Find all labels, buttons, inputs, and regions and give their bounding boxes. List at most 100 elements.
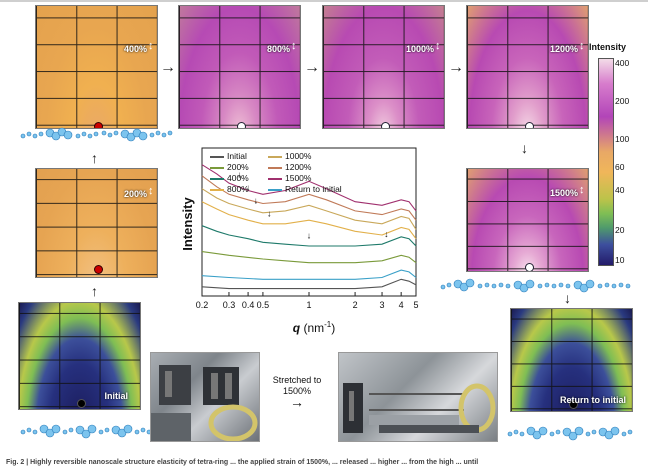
colorbar-tick: 10 xyxy=(615,255,625,265)
plot-frame xyxy=(201,147,417,297)
arrow-down-icon: ↓ xyxy=(564,290,571,306)
colorbar-tick: 20 xyxy=(615,225,625,235)
photo-initial-rig xyxy=(150,352,260,442)
rig-illustration xyxy=(343,383,496,433)
saxs-profile-chart: ↓↓↓↓↓ ↓ 0.2 0.3 0.4 0.5 1 2 3 4 5 Intensity q (nm… xyxy=(180,147,419,335)
figure-caption: Fig. 2 | Highly reversible nanoscale str… xyxy=(6,459,479,466)
polymer-chain-icon xyxy=(507,426,633,441)
saxs-panel-1500: 1500% ↕ xyxy=(466,168,589,272)
y-axis-label: Intensity xyxy=(180,197,195,251)
stretch-label-line2: 1500% xyxy=(282,386,312,396)
legend-item: 1200% xyxy=(268,162,311,172)
arrow-up-icon: ↑ xyxy=(91,283,98,299)
detector-grid xyxy=(323,6,444,128)
beam-stop xyxy=(94,265,103,274)
x-axis-label: q (nm-1) xyxy=(293,320,335,335)
arrow-right-icon: → xyxy=(290,394,304,410)
legend-swatch xyxy=(268,166,282,169)
legend-swatch xyxy=(268,188,282,191)
beam-stop xyxy=(525,122,534,128)
legend-label: 800% xyxy=(227,184,249,194)
series-line-1200- xyxy=(201,175,417,221)
legend-swatch xyxy=(210,155,224,158)
x-tick-label: 0.5 xyxy=(257,300,270,310)
legend-label: Initial xyxy=(227,151,247,161)
legend-label: Return to initial xyxy=(285,184,342,194)
detector-grid xyxy=(467,169,588,271)
x-tick-label: 5 xyxy=(413,300,418,310)
legend-item: 800% xyxy=(210,184,249,194)
series-line-1500- xyxy=(201,164,417,212)
peak-arrow-icon: ↓ xyxy=(307,231,312,241)
series-line-200- xyxy=(201,251,417,264)
detector-grid xyxy=(19,303,140,409)
initial-label: Initial xyxy=(104,391,128,401)
peak-arrow-icon: ↓ xyxy=(246,183,251,193)
beam-stop xyxy=(569,400,578,409)
colorbar-tick: 60 xyxy=(615,162,625,172)
legend-item: 1000% xyxy=(268,151,311,161)
legend-item: Return to initial xyxy=(268,184,342,194)
stretch-direction-icon: ↕ xyxy=(148,185,154,197)
saxs-panel-1000: 1000% ↕ xyxy=(322,5,445,129)
strain-label-800: 800% xyxy=(266,44,290,54)
arrow-up-icon: ↑ xyxy=(91,150,98,166)
legend-label: 200% xyxy=(227,162,249,172)
rig-illustration xyxy=(151,365,258,441)
arrow-right-icon: → xyxy=(448,59,464,76)
top-rule xyxy=(0,0,648,2)
stretch-direction-icon: ↕ xyxy=(291,40,297,52)
polymer-chain-icon xyxy=(440,278,631,293)
legend-item: 400% xyxy=(210,173,249,183)
peak-arrow-icon: ↓ xyxy=(267,208,272,218)
stretch-label-line1: Stretched to xyxy=(272,375,322,385)
series-line-800- xyxy=(201,201,417,240)
legend-swatch xyxy=(268,155,282,158)
stretch-direction-icon: ↕ xyxy=(148,40,154,52)
legend-item: 1500% xyxy=(268,173,311,183)
detector-grid xyxy=(179,6,300,128)
saxs-panel-initial: Initial xyxy=(18,302,141,410)
peak-arrow-icon: ↓ xyxy=(254,196,259,206)
legend-label: 1200% xyxy=(285,162,312,172)
stretch-label: Stretched to 1500% → xyxy=(262,375,332,410)
legend-swatch xyxy=(268,177,282,180)
stretch-direction-icon: ↕ xyxy=(435,40,441,52)
photo-stretched-rig xyxy=(338,352,498,442)
legend-label: 1500% xyxy=(285,173,312,183)
intensity-colorbar xyxy=(598,58,614,266)
colorbar-tick: 200 xyxy=(615,96,630,106)
colorbar-title: Intensity xyxy=(589,42,627,52)
saxs-panel-400: 400% ↕ xyxy=(35,5,158,129)
peak-arrow-icon: ↓ xyxy=(237,170,242,180)
detector-grid xyxy=(467,6,588,128)
x-tick-label: 1 xyxy=(306,300,311,310)
stretch-direction-icon: ↕ xyxy=(579,184,585,196)
colorbar-tick: 40 xyxy=(615,185,625,195)
x-tick-label: 2 xyxy=(353,300,358,310)
colorbar-tick: 400 xyxy=(615,58,630,68)
detector-grid xyxy=(36,6,157,128)
x-tick-label: 3 xyxy=(380,300,385,310)
strain-label-1000: 1000% xyxy=(405,44,434,54)
saxs-panel-800: 800% ↕ xyxy=(178,5,301,129)
beam-stop xyxy=(94,122,103,128)
legend-swatch xyxy=(210,177,224,180)
arrow-right-icon: → xyxy=(160,59,176,76)
x-tick-label: 0.2 xyxy=(196,300,209,310)
arrow-down-icon: ↓ xyxy=(521,140,528,156)
beam-stop xyxy=(381,122,390,128)
legend-item: Initial xyxy=(210,151,247,161)
polymer-chain-icon xyxy=(20,424,152,439)
saxs-panel-200: 200% ↕ xyxy=(35,168,158,278)
polymer-chain-icon xyxy=(20,127,173,142)
colorbar-tick: 100 xyxy=(615,134,630,144)
detector-grid xyxy=(36,169,157,277)
arrow-right-icon: → xyxy=(304,59,320,76)
x-tick-label: 4 xyxy=(399,300,404,310)
legend-label: 400% xyxy=(227,173,249,183)
strain-label-400: 400% xyxy=(123,44,147,54)
strain-label-200: 200% xyxy=(123,189,147,199)
saxs-panel-return: Return to initial xyxy=(510,308,633,412)
beam-stop xyxy=(525,263,534,271)
